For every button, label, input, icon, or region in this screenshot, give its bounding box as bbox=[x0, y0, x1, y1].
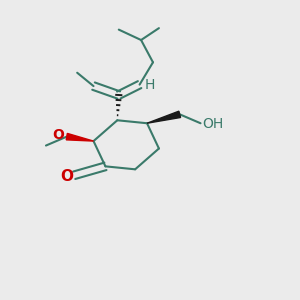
Polygon shape bbox=[147, 111, 181, 123]
Polygon shape bbox=[66, 134, 94, 141]
Text: OH: OH bbox=[202, 117, 224, 131]
Text: O: O bbox=[52, 128, 64, 142]
Text: O: O bbox=[61, 169, 74, 184]
Text: H: H bbox=[144, 78, 154, 92]
